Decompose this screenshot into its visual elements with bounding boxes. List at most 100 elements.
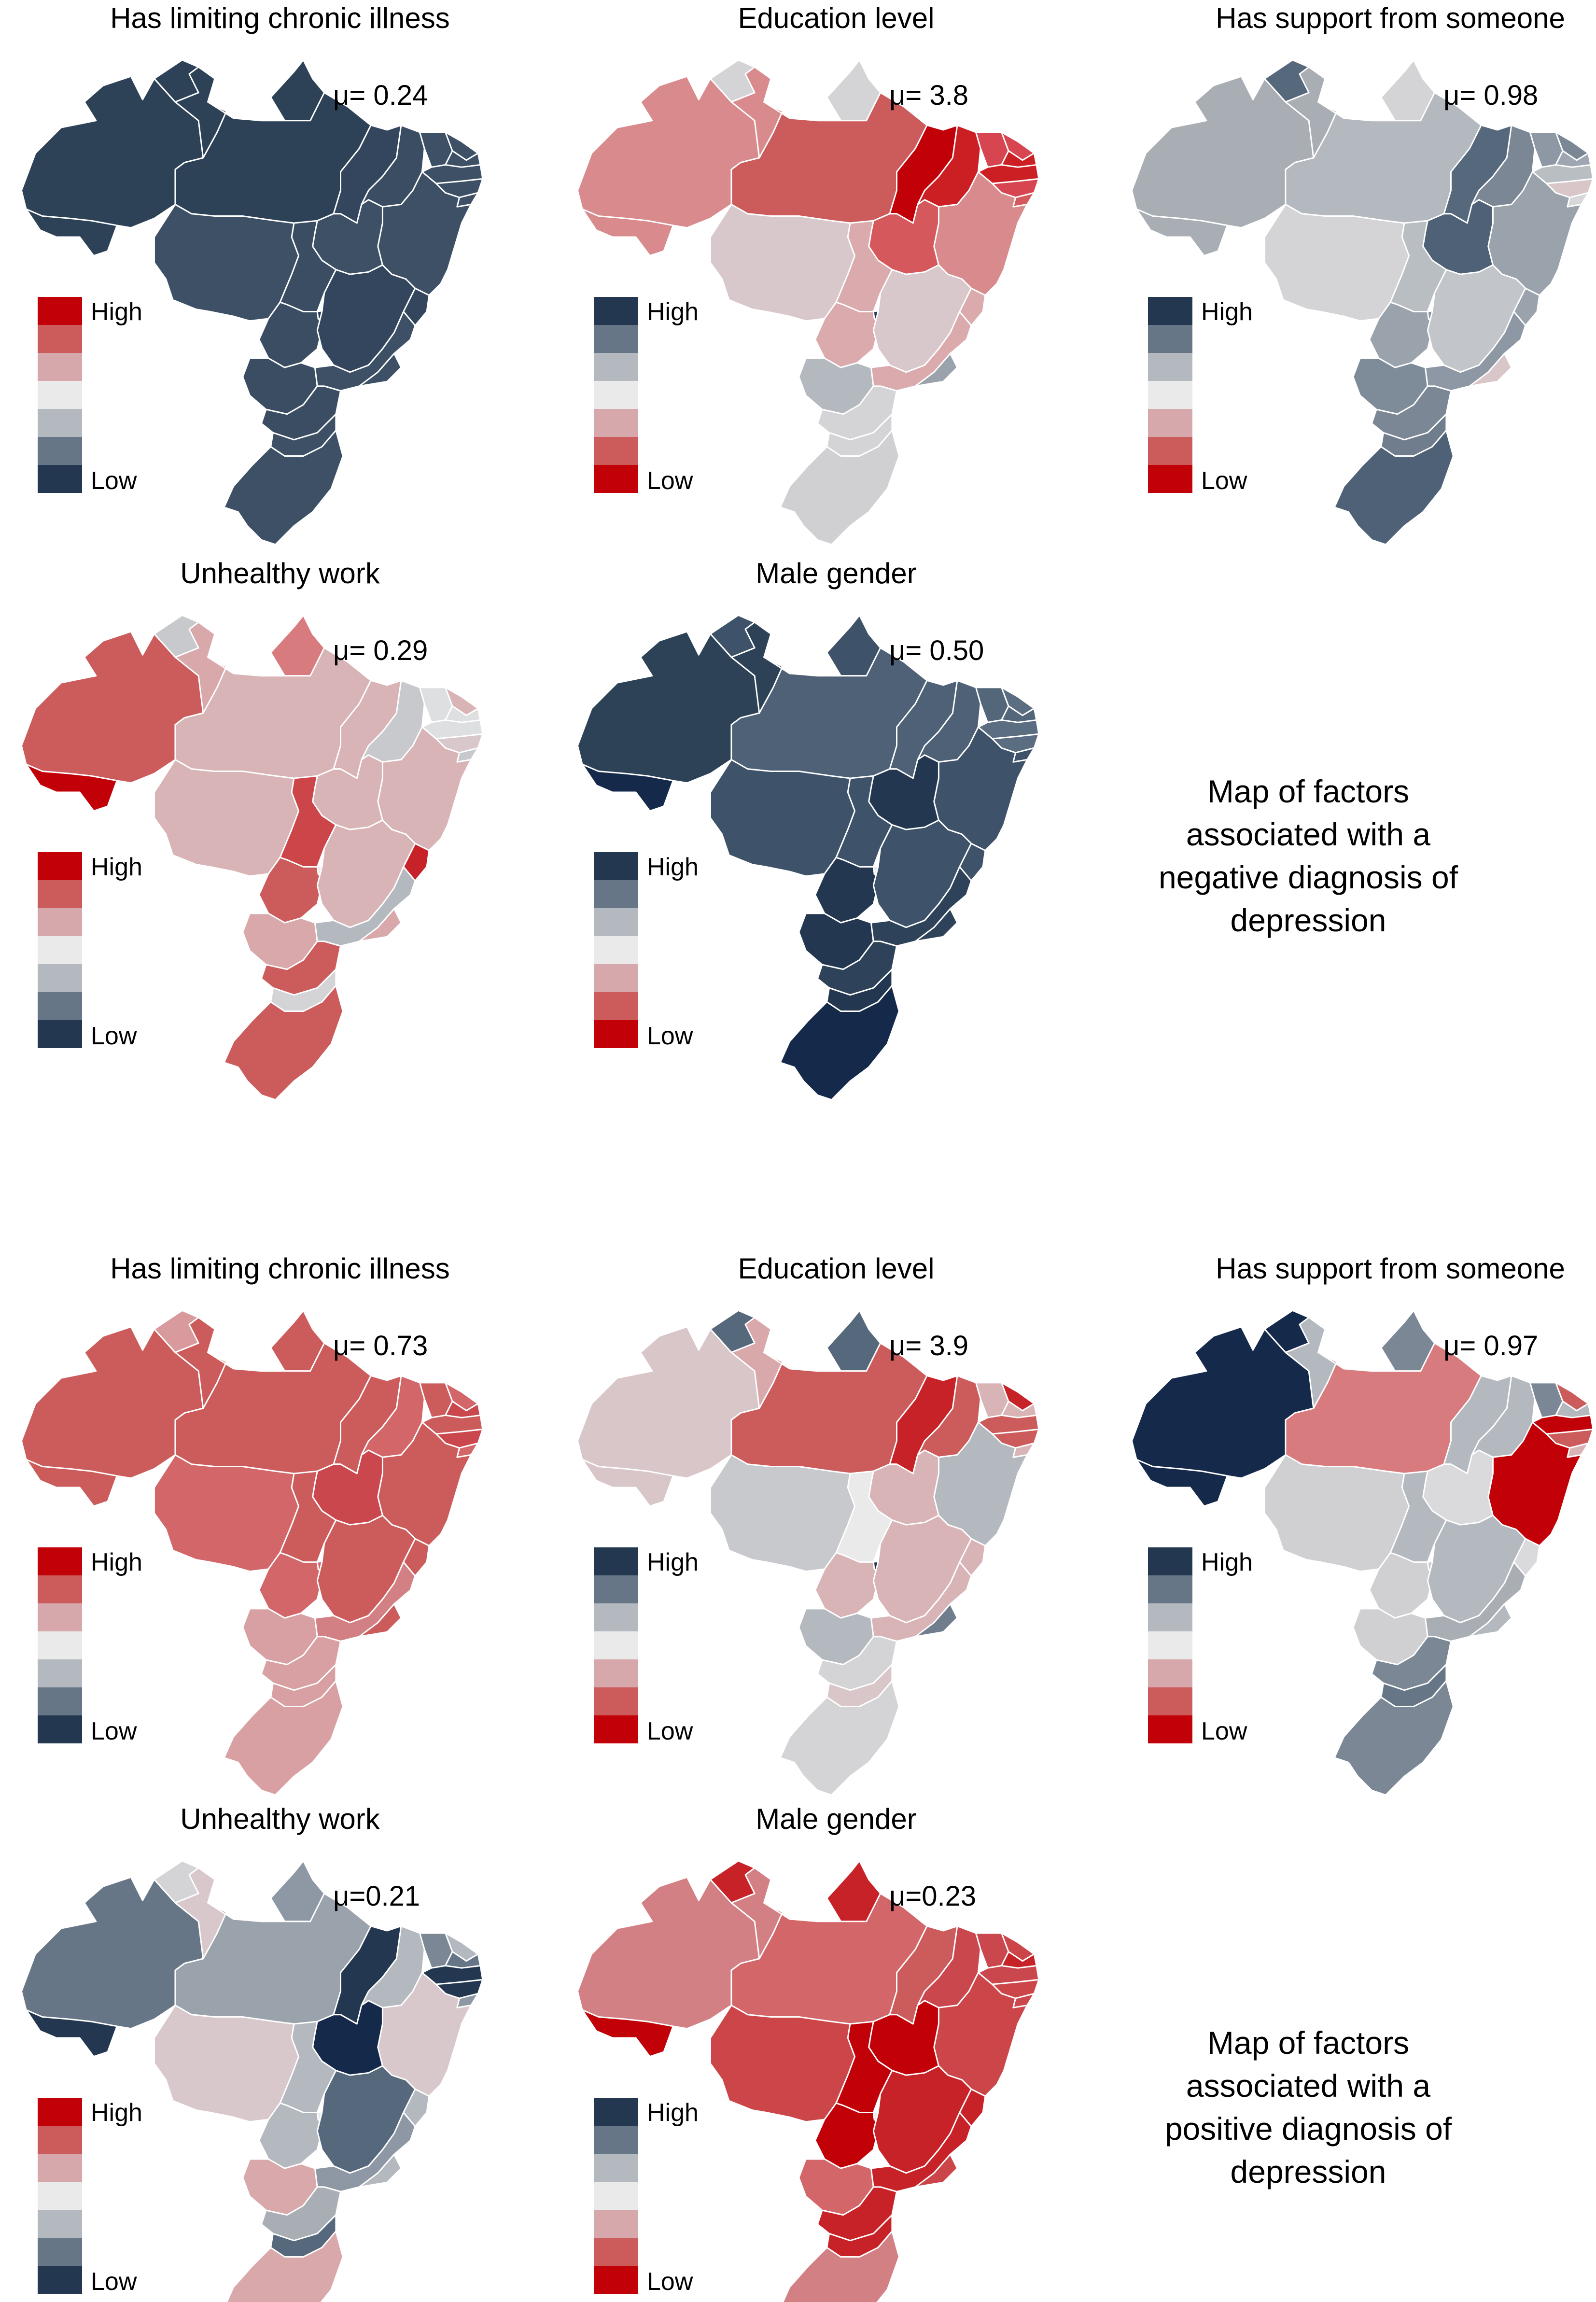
legend-swatch [38,1020,82,1048]
legend-low-label: Low [647,467,693,495]
state-region [154,204,300,322]
state-region [1469,1603,1512,1638]
state-region [817,2186,897,2242]
state-region [779,1680,900,1796]
map-panel: Male gender μ= 0.50 High Low [577,557,1040,1101]
brazil-choropleth-map [577,1309,1040,1796]
legend-swatch [38,1659,82,1687]
state-region [914,908,958,942]
state-region [1371,385,1452,441]
legend-swatch [38,908,82,936]
state-region [1371,1636,1452,1691]
panel-title: Male gender [756,1803,917,1835]
legend-swatch [38,1715,82,1743]
legend-swatch [594,2126,638,2154]
state-region [223,985,344,1101]
caption-line: associated with a [1186,2068,1431,2104]
state-region [710,204,856,322]
state-region [814,856,879,924]
legend-swatch [594,908,638,936]
legend-swatch [1148,1631,1192,1659]
state-region [403,1538,430,1577]
mean-label: μ= 0.50 [889,635,984,666]
mean-label: μ= 0.97 [1443,1330,1538,1362]
legend-swatch [1148,325,1192,353]
legend-low-label: Low [91,467,137,495]
legend-low-label: Low [647,2268,693,2296]
legend-low-label: Low [647,1022,693,1050]
state-region [710,1860,756,1904]
mean-label: μ=0.21 [333,1881,420,1912]
state-region [710,2005,856,2123]
map-panel: Education level μ= 3.8 High Low [577,2,1040,546]
legend-swatch [594,2210,638,2238]
legend-swatch [1148,409,1192,437]
brazil-choropleth-map [1131,59,1594,546]
state-region [403,287,430,326]
legend-swatch [594,1631,638,1659]
state-region [1369,301,1433,368]
mean-label: μ= 0.24 [333,80,428,111]
color-legend: High Low [594,297,699,495]
state-region [1135,1459,1228,1507]
map-panel: Has support from someone μ= 0.97 High Low [1131,1252,1594,1796]
brazil-choropleth-map [577,614,1040,1101]
state-region [814,1552,879,1619]
state-region [914,2153,958,2188]
state-region [154,2005,300,2123]
color-legend: High Low [38,1547,142,1745]
caption-negative: Map of factors associated with a negativ… [1125,770,1492,942]
mean-label: μ=0.23 [889,1881,976,1912]
state-region [25,208,118,257]
state-region [959,287,986,326]
legend-swatch [594,852,638,880]
state-region [154,1309,199,1353]
state-region [154,1454,300,1572]
legend-swatch [594,2182,638,2210]
state-region [779,985,900,1101]
brazil-choropleth-map [1131,1309,1594,1796]
legend-high-label: High [91,853,142,881]
legend-swatch [38,437,82,465]
state-region [223,1680,344,1796]
legend-swatch [594,1687,638,1715]
legend-high-label: High [91,298,142,326]
state-region [1264,204,1410,322]
legend-high-label: High [647,2099,699,2127]
legend-swatch [594,409,638,437]
map-panel: Education level μ= 3.9 High Low [577,1252,1040,1796]
legend-low-label: Low [91,1022,137,1050]
panel-title: Has support from someone [1216,1252,1565,1285]
state-region [710,1309,756,1353]
state-region [358,1603,402,1638]
map-panel: Has limiting chronic illness μ= 0.24 High L… [21,2,484,546]
state-region [154,59,199,103]
mean-label: μ= 0.73 [333,1330,428,1362]
legend-swatch [594,964,638,992]
state-region [710,614,756,658]
brazil-choropleth-map [577,1860,1040,2302]
legend-swatch [38,2126,82,2154]
legend-swatch [594,2266,638,2294]
legend-swatch [1148,465,1192,493]
state-region [1333,1680,1454,1796]
legend-swatch [38,1575,82,1603]
mean-label: μ= 0.98 [1443,80,1538,111]
state-region [814,301,879,368]
legend-swatch [1148,1547,1192,1575]
state-region [261,940,341,996]
legend-swatch [594,437,638,465]
state-region [358,2153,402,2188]
caption-line: associated with a [1186,816,1431,853]
legend-swatch [38,852,82,880]
color-legend: High Low [38,852,142,1050]
state-region [710,759,856,877]
legend-swatch [38,2098,82,2126]
legend-swatch [594,1603,638,1631]
state-region [261,385,341,441]
state-region [779,430,900,546]
caption-line: depression [1230,2154,1386,2190]
legend-swatch [594,936,638,964]
map-panel: Unhealthy work μ= 0.29 High Low [21,557,484,1101]
